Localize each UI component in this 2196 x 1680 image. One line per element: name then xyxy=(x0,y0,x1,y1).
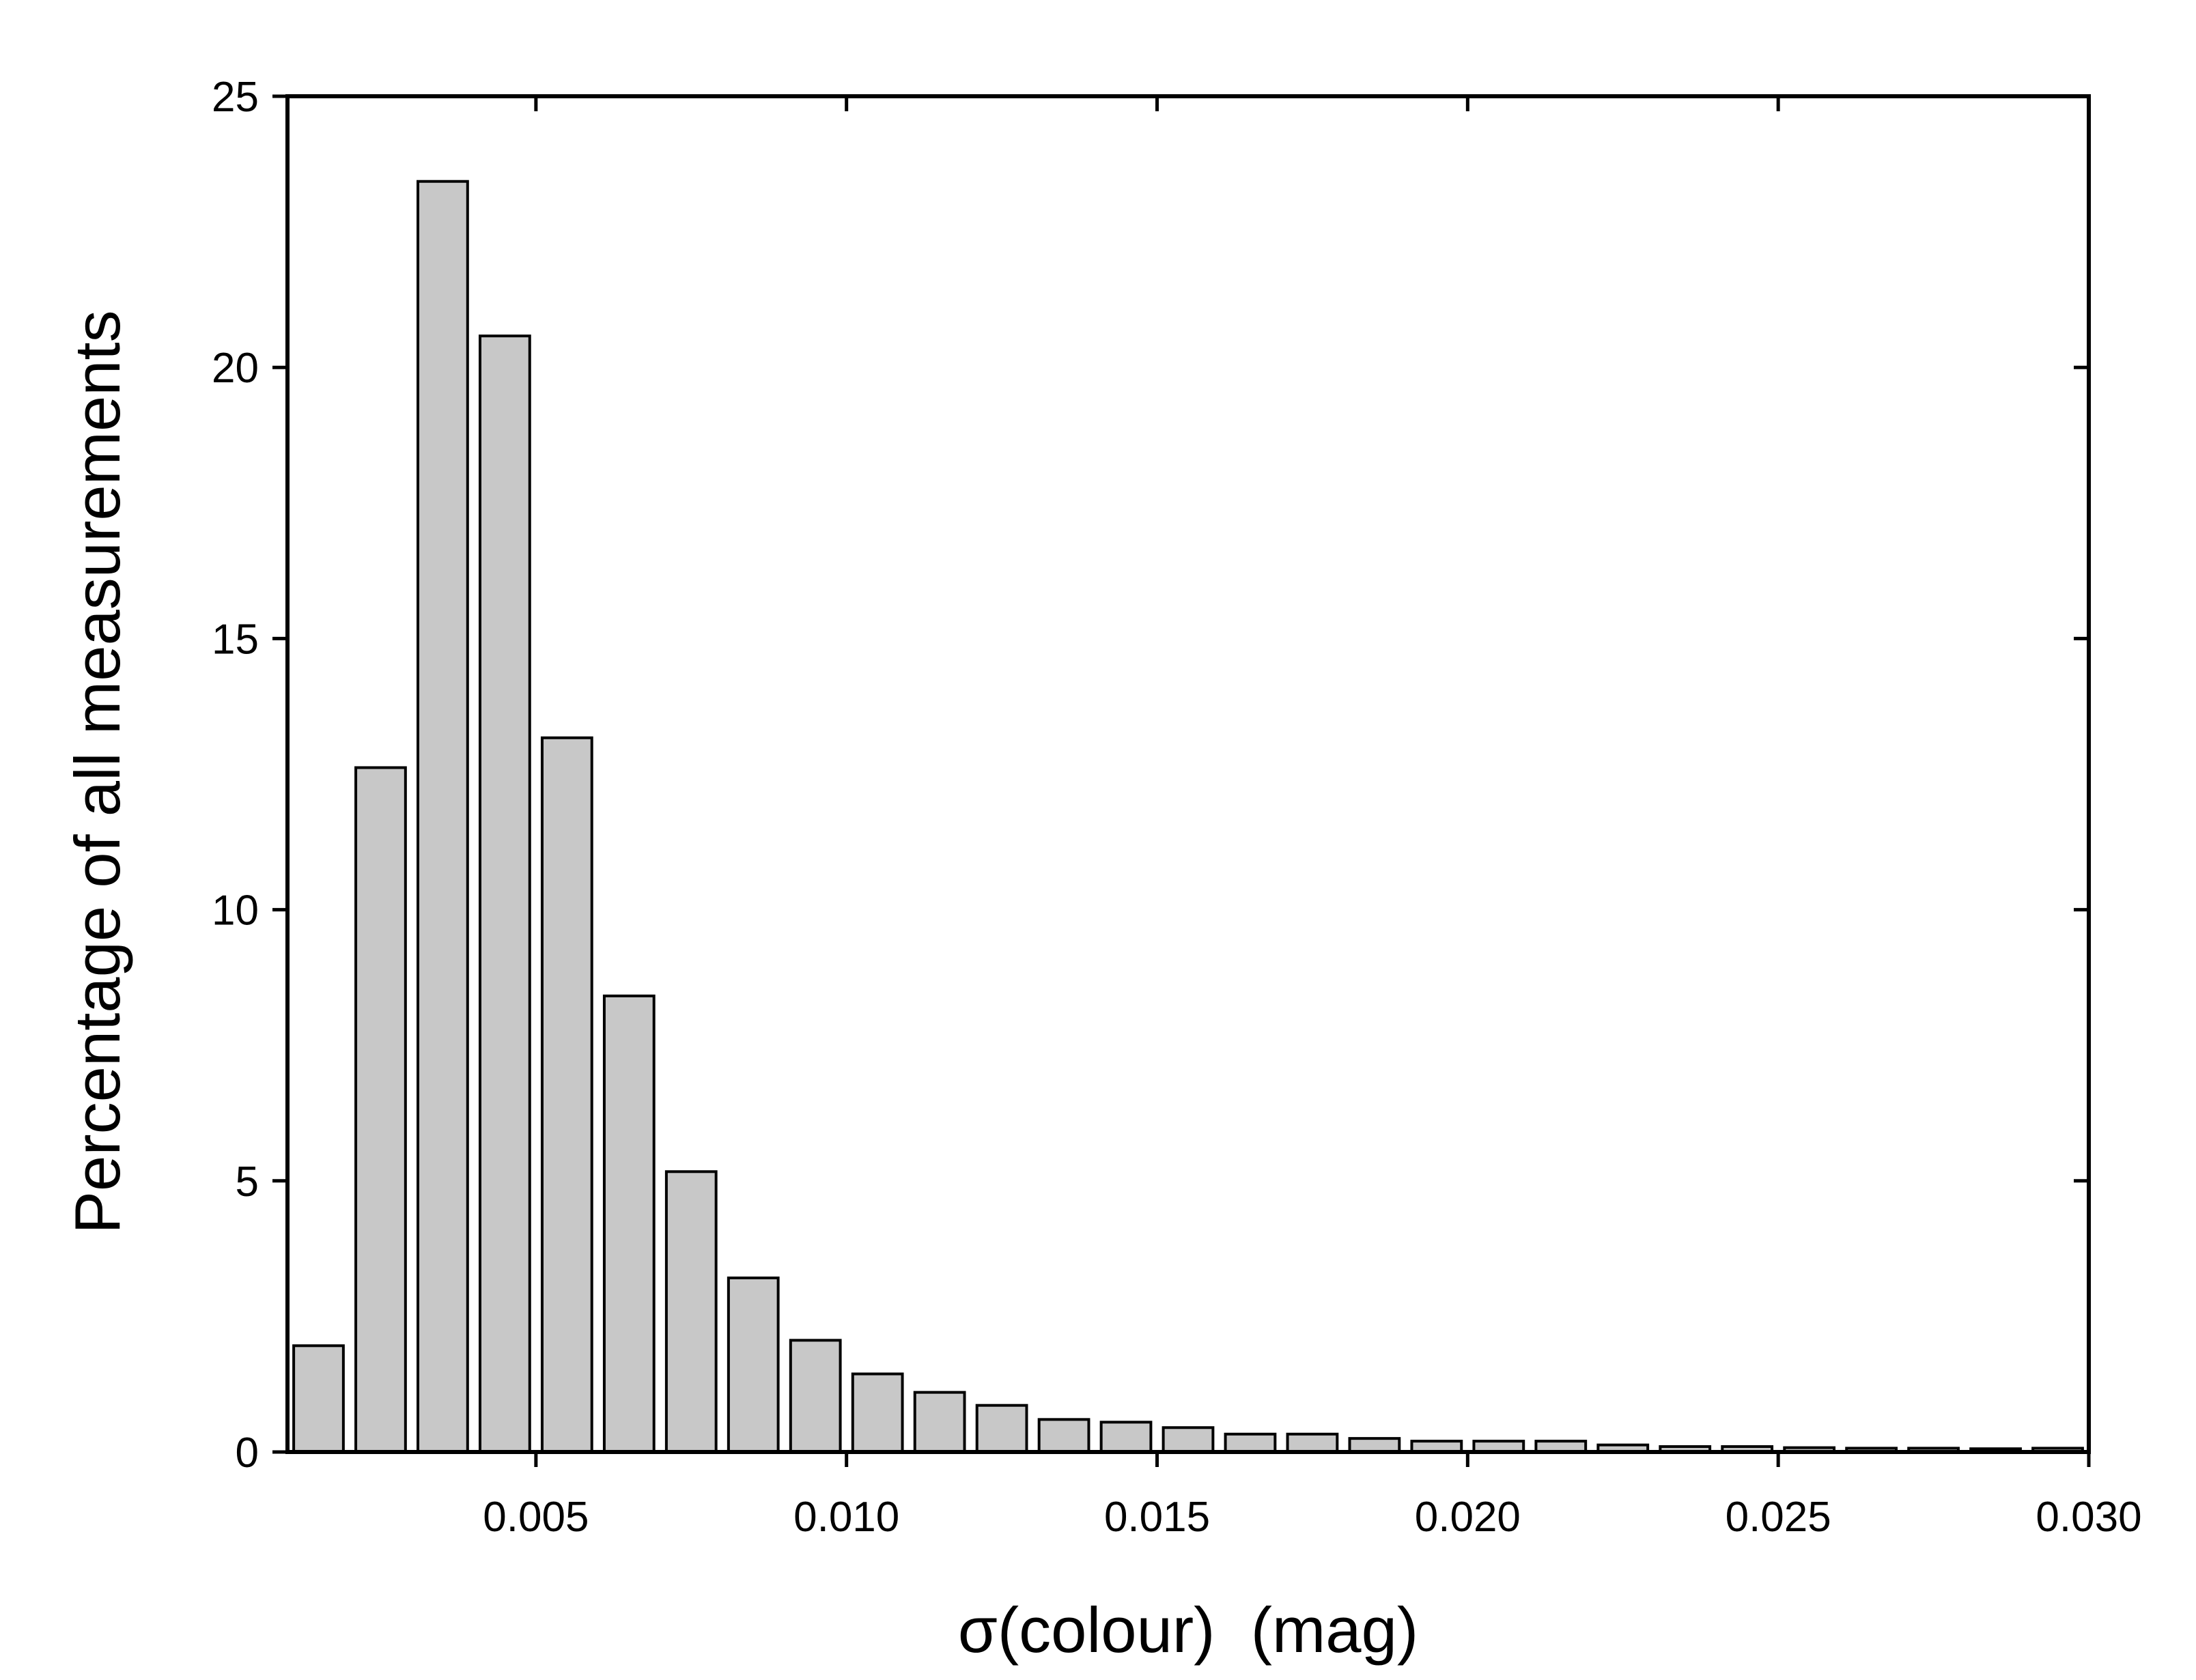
y-tick-label: 20 xyxy=(212,345,259,392)
y-tick-label: 5 xyxy=(236,1158,259,1206)
bar xyxy=(292,1344,345,1453)
y-tick-label: 25 xyxy=(212,74,259,121)
bar xyxy=(975,1404,1028,1454)
bar xyxy=(540,736,593,1453)
x-tick-label: 0.030 xyxy=(2036,1494,2141,1541)
bar xyxy=(913,1391,966,1453)
bar xyxy=(417,180,469,1453)
bar xyxy=(789,1339,842,1454)
bar xyxy=(727,1276,780,1453)
bar xyxy=(354,766,407,1453)
bar xyxy=(1099,1421,1153,1454)
x-tick-label: 0.005 xyxy=(483,1494,589,1541)
y-tick-label: 15 xyxy=(212,616,259,663)
bar xyxy=(602,994,656,1453)
plot-frame xyxy=(285,94,2091,1454)
x-tick-label: 0.015 xyxy=(1104,1494,1210,1541)
bar xyxy=(851,1372,904,1454)
y-tick-label: 0 xyxy=(236,1429,259,1477)
bar xyxy=(478,334,531,1454)
bar xyxy=(1224,1432,1277,1454)
x-tick-label: 0.020 xyxy=(1415,1494,1521,1541)
x-tick-label: 0.010 xyxy=(793,1494,899,1541)
bar xyxy=(664,1170,718,1453)
y-axis-label: Percentage of all measurements xyxy=(61,310,133,1234)
bar xyxy=(1037,1418,1090,1453)
x-axis-label: σ(colour) (mag) xyxy=(958,1594,1418,1666)
x-tick-label: 0.025 xyxy=(1726,1494,1831,1541)
bar xyxy=(1286,1432,1339,1454)
y-tick-label: 10 xyxy=(212,887,259,935)
bar xyxy=(1162,1426,1215,1453)
